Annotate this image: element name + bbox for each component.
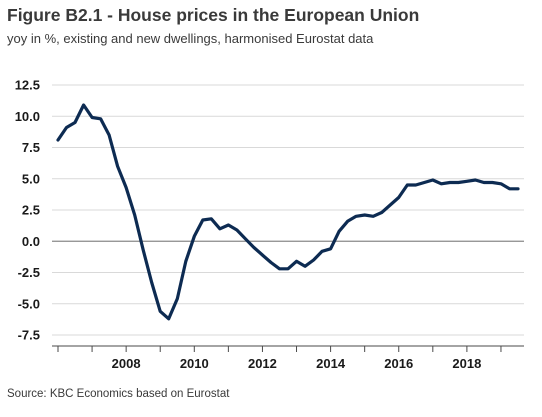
series-layer [56,103,520,321]
chart-title: Figure B2.1 - House prices in the Europe… [7,5,420,25]
chart-subtitle: yoy in %, existing and new dwellings, ha… [7,31,374,46]
source-note: Source: KBC Economics based on Eurostat [7,388,230,400]
x-tick-label: 2016 [384,356,413,371]
y-tick-label: 7.5 [22,140,40,155]
y-tick-label: 12.5 [15,78,40,93]
y-axis: -7.5 -5.0 -2.5 0.0 2.5 5.0 7.5 10.0 12.5 [15,78,40,343]
x-tick-label: 2010 [180,356,209,371]
house-price-series-line [56,103,520,321]
gridlines [52,84,524,336]
x-tick-label: 2008 [112,356,141,371]
y-tick-label: -7.5 [18,328,40,343]
x-tick-label: 2014 [316,356,346,371]
y-tick-label: -5.0 [18,296,40,311]
x-tick-label: 2018 [452,356,481,371]
x-axis: 2008 2010 2012 2014 2016 2018 [52,345,524,371]
x-tick-label: 2012 [248,356,277,371]
y-tick-label: 10.0 [15,109,40,124]
y-tick-label: 0.0 [22,234,40,249]
y-tick-label: -2.5 [18,265,40,280]
y-tick-label: 5.0 [22,171,40,186]
y-tick-label: 2.5 [22,203,40,218]
